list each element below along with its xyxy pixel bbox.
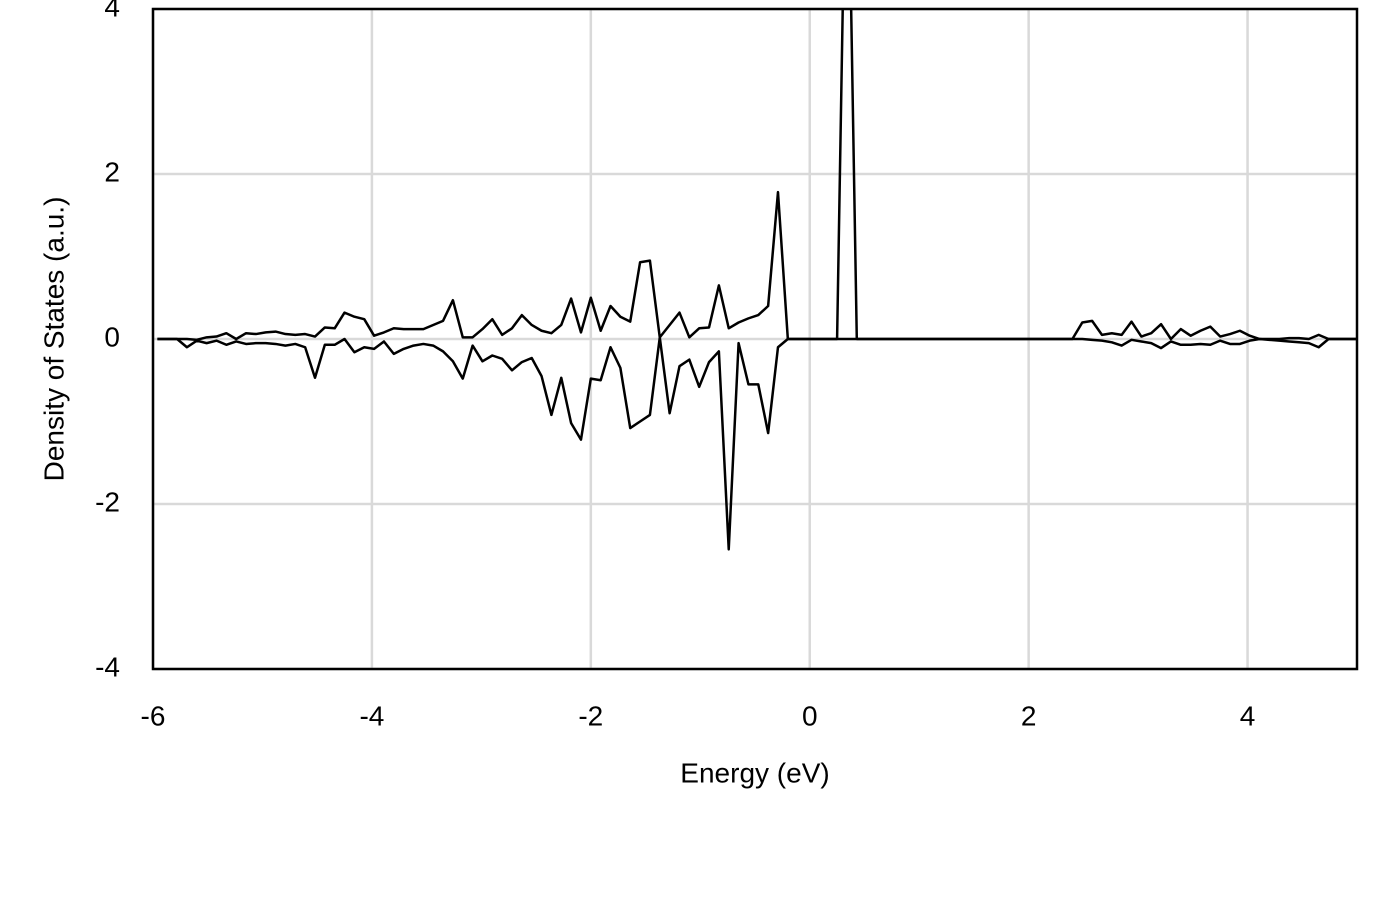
y-tick-label: 2 — [104, 156, 120, 187]
x-tick-label: 2 — [1021, 700, 1037, 731]
y-tick-label: -4 — [95, 651, 120, 682]
x-tick-label: -6 — [141, 700, 166, 731]
y-axis-title: Density of States (a.u.) — [38, 197, 69, 482]
series-line — [157, 336, 1357, 551]
x-axis-title: Energy (eV) — [680, 757, 829, 788]
x-tick-label: -2 — [578, 700, 603, 731]
y-tick-label: 0 — [104, 321, 120, 352]
y-tick-label: -2 — [95, 486, 120, 517]
x-tick-label: 4 — [1240, 700, 1256, 731]
x-tick-label: 0 — [802, 700, 818, 731]
x-tick-label: -4 — [359, 700, 384, 731]
plot-area — [157, 9, 1357, 551]
series-line — [157, 9, 1357, 342]
y-tick-label: 4 — [104, 0, 120, 22]
